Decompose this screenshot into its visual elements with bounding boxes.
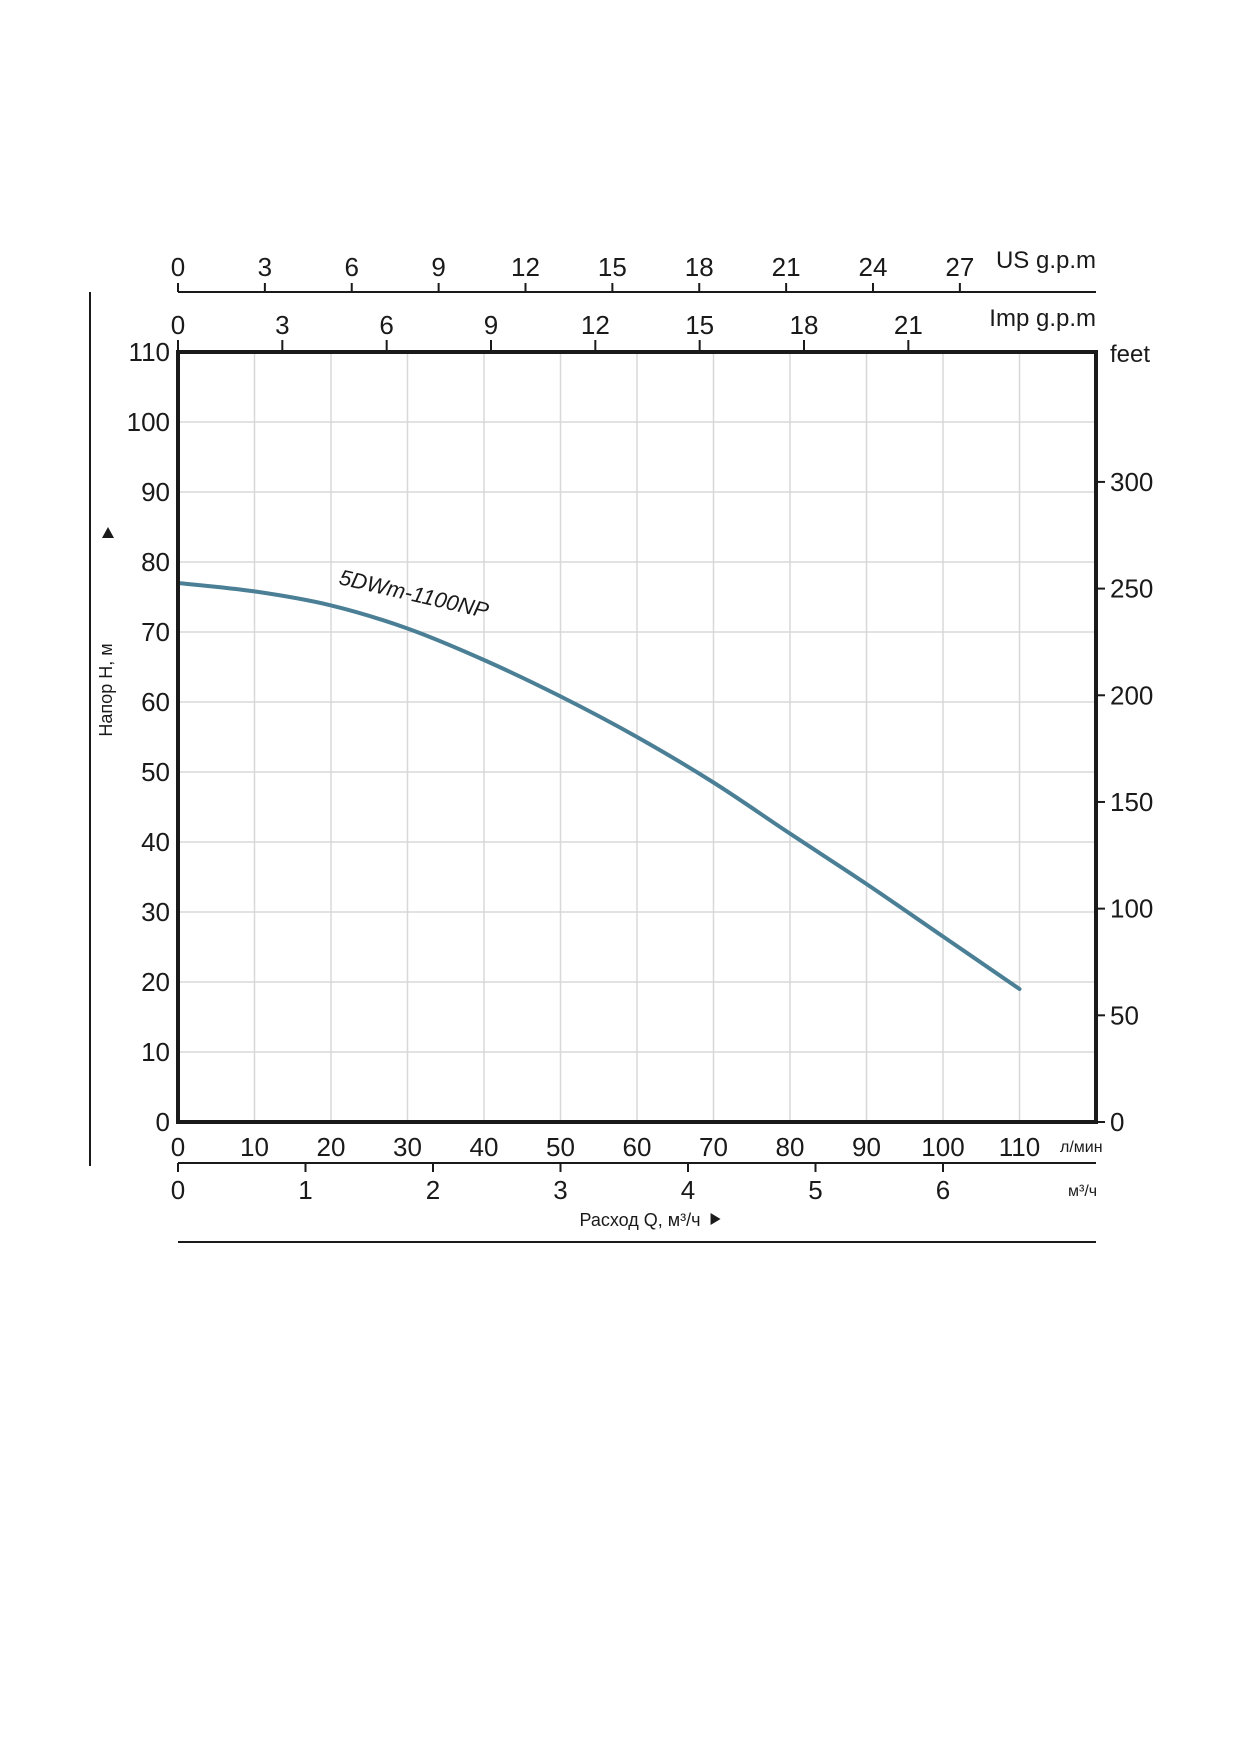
us-gpm-tick-label: 6 — [345, 252, 359, 282]
us-gpm-tick-label: 9 — [431, 252, 445, 282]
y-axis-arrow-icon — [102, 527, 114, 538]
plot-frame — [176, 350, 1098, 1124]
us-gpm-tick-label: 3 — [258, 252, 272, 282]
imp-gpm-tick-label: 12 — [581, 310, 610, 340]
imp-gpm-tick-label: 18 — [790, 310, 819, 340]
lpm-tick-label: 110 — [999, 1132, 1040, 1162]
x-axis-arrow-icon — [710, 1213, 721, 1225]
imp-gpm-tick-label: 15 — [685, 310, 714, 340]
y-tick-label: 40 — [141, 827, 170, 857]
us-gpm-unit-label: US g.p.m — [996, 247, 1096, 274]
feet-tick-label: 100 — [1110, 894, 1153, 924]
m3h-tick-label: 5 — [808, 1175, 822, 1205]
imp-gpm-unit-label: Imp g.p.m — [989, 305, 1096, 332]
y-tick-label: 110 — [129, 337, 170, 367]
y-tick-label: 60 — [141, 687, 170, 717]
y-axis-title: Напор Н, м — [96, 643, 116, 736]
y-tick-label: 100 — [127, 407, 170, 437]
imp-gpm-tick-label: 6 — [379, 310, 393, 340]
us-gpm-tick-label: 0 — [171, 252, 185, 282]
lpm-tick-label: 40 — [470, 1132, 499, 1162]
lpm-tick-label: 100 — [921, 1132, 964, 1162]
feet-tick-label: 0 — [1110, 1107, 1124, 1137]
lpm-tick-label: 30 — [393, 1132, 422, 1162]
imp-gpm-tick-label: 0 — [171, 310, 185, 340]
lpm-tick-label: 80 — [776, 1132, 805, 1162]
y-tick-label: 0 — [156, 1107, 170, 1137]
lpm-tick-label: 70 — [699, 1132, 728, 1162]
y-tick-label: 20 — [141, 967, 170, 997]
us-gpm-tick-label: 15 — [598, 252, 627, 282]
us-gpm-tick-label: 24 — [859, 252, 888, 282]
m3h-tick-label: 6 — [936, 1175, 950, 1205]
us-gpm-tick-label: 12 — [511, 252, 540, 282]
m3h-tick-label: 3 — [553, 1175, 567, 1205]
feet-tick-label: 150 — [1110, 787, 1153, 817]
lpm-tick-label: 50 — [546, 1132, 575, 1162]
m3h-tick-label: 4 — [681, 1175, 695, 1205]
m3h-unit-label: м³/ч — [1068, 1183, 1097, 1200]
lpm-tick-label: 20 — [317, 1132, 346, 1162]
y-tick-label: 10 — [141, 1037, 170, 1067]
feet-tick-label: 50 — [1110, 1000, 1139, 1030]
y-tick-label: 50 — [141, 757, 170, 787]
lpm-tick-label: 10 — [240, 1132, 269, 1162]
series-line — [176, 581, 1022, 991]
curve-layer — [176, 581, 1022, 991]
us-gpm-tick-label: 18 — [685, 252, 714, 282]
y-tick-label: 70 — [141, 617, 170, 647]
imp-gpm-tick-label: 3 — [275, 310, 289, 340]
imp-gpm-tick-label: 9 — [484, 310, 498, 340]
x-axis-title: Расход Q, м³/ч — [579, 1210, 700, 1230]
y-tick-label: 30 — [141, 897, 170, 927]
feet-tick-label: 250 — [1110, 574, 1153, 604]
lpm-unit-label: л/мин — [1060, 1139, 1103, 1156]
lpm-tick-label: 0 — [171, 1132, 185, 1162]
y-tick-label: 90 — [141, 477, 170, 507]
us-gpm-tick-label: 27 — [945, 252, 974, 282]
feet-tick-label: 300 — [1110, 467, 1153, 497]
m3h-tick-label: 2 — [426, 1175, 440, 1205]
lpm-tick-label: 90 — [852, 1132, 881, 1162]
y-tick-label: 80 — [141, 547, 170, 577]
axes: 0102030405060708090100110050100150200250… — [89, 252, 1153, 1243]
m3h-tick-label: 1 — [298, 1175, 312, 1205]
plot-border — [176, 350, 1098, 1124]
feet-tick-label: 200 — [1110, 680, 1153, 710]
lpm-tick-label: 60 — [623, 1132, 652, 1162]
m3h-tick-label: 0 — [171, 1175, 185, 1205]
feet-unit-label: feet — [1110, 341, 1150, 368]
us-gpm-tick-label: 21 — [772, 252, 801, 282]
imp-gpm-tick-label: 21 — [894, 310, 923, 340]
grid — [178, 352, 1096, 1122]
